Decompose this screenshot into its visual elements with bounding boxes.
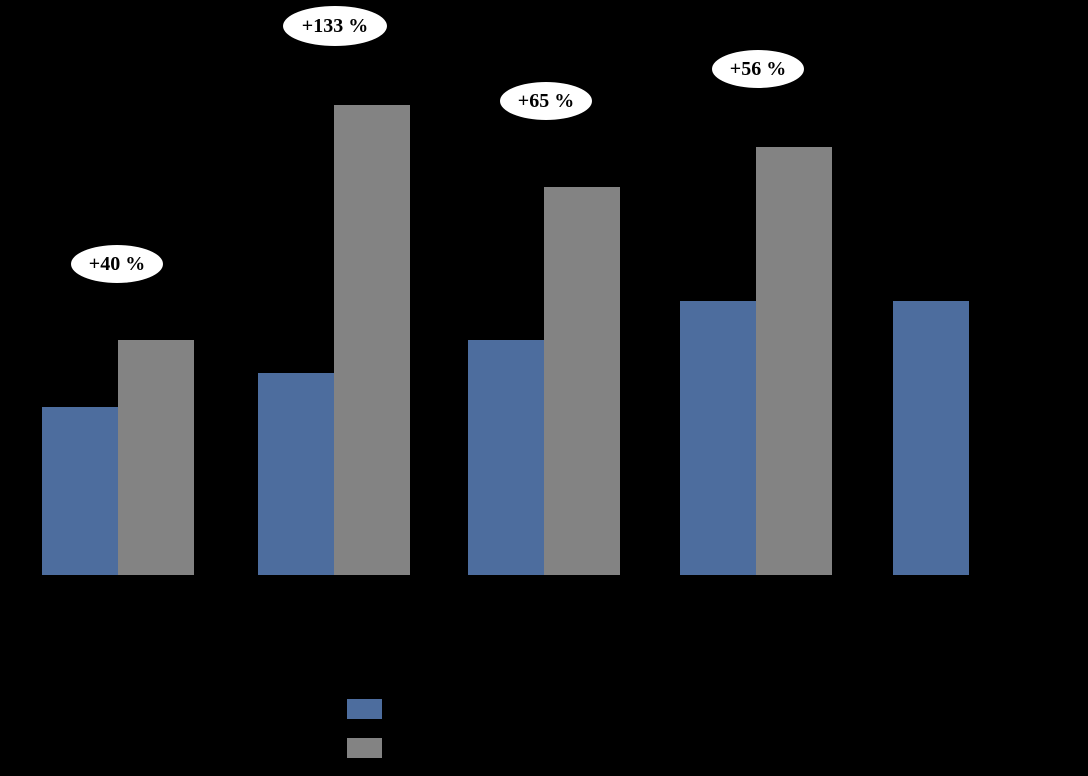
bar-blue-group-2	[258, 373, 334, 575]
annotation-label: +65 %	[517, 89, 575, 112]
bar-blue-group-1	[42, 407, 118, 575]
annotation-label: +56 %	[729, 57, 787, 80]
legend-swatch-gray	[347, 738, 382, 758]
bar-gray-group-4	[756, 147, 832, 575]
legend-swatch-blue	[347, 699, 382, 719]
annotation-bubble-group-3: +65 %	[499, 81, 593, 121]
bar-blue-group-3	[468, 340, 544, 575]
bar-blue-group-5	[893, 301, 969, 575]
annotation-bubble-group-2: +133 %	[282, 5, 388, 47]
bar-gray-group-2	[334, 105, 410, 575]
annotation-bubble-group-1: +40 %	[70, 244, 164, 284]
bar-gray-group-1	[118, 340, 194, 575]
bar-gray-group-3	[544, 187, 620, 575]
bar-blue-group-4	[680, 301, 756, 575]
annotation-bubble-group-4: +56 %	[711, 49, 805, 89]
annotation-label: +133 %	[301, 14, 369, 37]
annotation-label: +40 %	[88, 252, 146, 275]
